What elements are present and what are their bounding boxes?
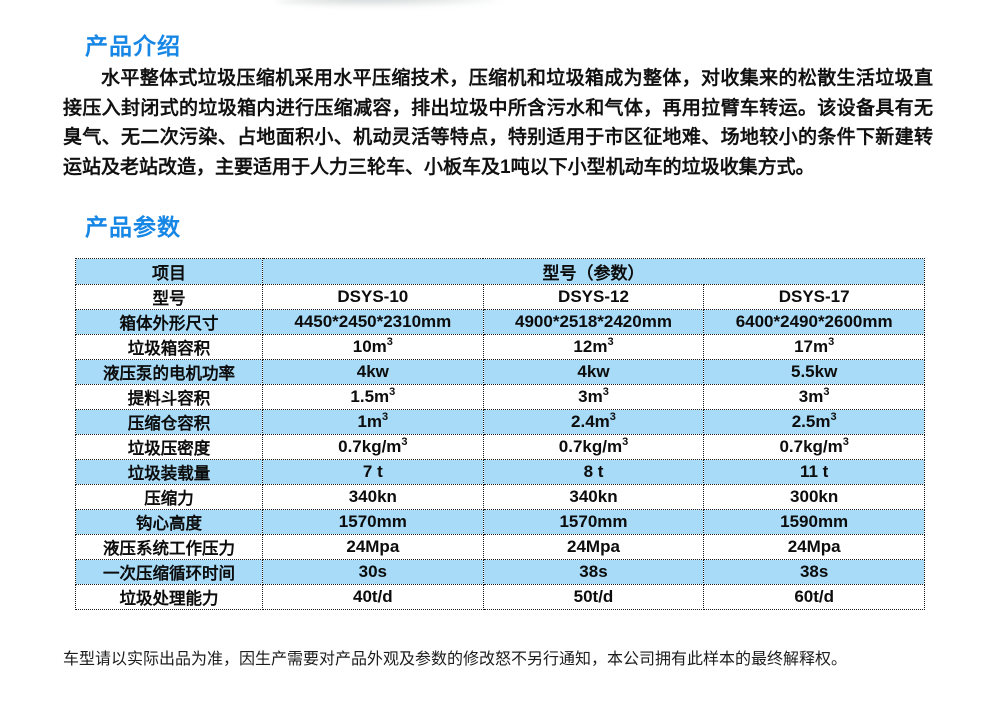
table-row: 压缩力 340kn 340kn 300kn (75, 484, 925, 510)
table-row: 液压系统工作压力 24Mpa 24Mpa 24Mpa (75, 534, 925, 560)
spec-label-cell: 一次压缩循环时间 (75, 559, 263, 585)
table-row: 垃圾处理能力 40t/d 50t/d 60t/d (75, 584, 925, 610)
spec-value-cell: 5.5kw (703, 359, 925, 385)
spec-value-cell: 1.5m3 (262, 384, 484, 410)
spec-value-cell: 1570mm (262, 509, 484, 535)
spec-value-cell: 4450*2450*2310mm (262, 309, 484, 335)
table-row: 垃圾压密度 0.7kg/m3 0.7kg/m3 0.7kg/m3 (75, 434, 925, 460)
spec-value-cell: 340kn (482, 484, 705, 510)
spec-value-cell: 0.7kg/m3 (703, 434, 925, 460)
spec-value-cell: 300kn (703, 484, 925, 510)
spec-value-cell: 340kn (262, 484, 484, 510)
spec-value-cell: 0.7kg/m3 (262, 434, 484, 460)
spec-value-cell: 38s (482, 559, 705, 585)
spec-value-cell: 11 t (703, 459, 925, 485)
spec-value-cell: 40t/d (262, 584, 484, 610)
specs-table: 项目 型号（参数） 型号 DSYS-10 DSYS-12 DSYS-17 箱体外… (75, 258, 925, 610)
table-row: 型号 DSYS-10 DSYS-12 DSYS-17 (75, 284, 925, 310)
spec-value-cell: DSYS-17 (703, 284, 925, 310)
spec-value-cell: 0.7kg/m3 (482, 434, 705, 460)
spec-value-cell: 60t/d (703, 584, 925, 610)
spec-value-cell: 24Mpa (703, 534, 925, 560)
spec-label-cell: 提料斗容积 (75, 384, 263, 410)
spec-value-cell: 1570mm (482, 509, 705, 535)
spec-value-cell: 8 t (482, 459, 705, 485)
spec-label-cell: 压缩力 (75, 484, 263, 510)
table-row: 一次压缩循环时间 30s 38s 38s (75, 559, 925, 585)
spec-label-cell: 箱体外形尺寸 (75, 309, 263, 335)
spec-label-cell: 压缩仓容积 (75, 409, 263, 435)
spec-label-cell: 液压泵的电机功率 (75, 359, 263, 385)
table-row: 垃圾箱容积 10m3 12m3 17m3 (75, 334, 925, 360)
spec-value-cell: 12m3 (482, 334, 705, 360)
spec-value-cell: 3m3 (703, 384, 925, 410)
spec-value-cell: 3m3 (482, 384, 705, 410)
spec-value-cell: 4900*2518*2420mm (482, 309, 705, 335)
spec-value-cell: 2.4m3 (482, 409, 705, 435)
spec-value-cell: 6400*2490*2600mm (703, 309, 925, 335)
spec-value-cell: 30s (262, 559, 484, 585)
spec-value-cell: 17m3 (703, 334, 925, 360)
spec-value-cell: 24Mpa (262, 534, 484, 560)
spec-value-cell: 50t/d (482, 584, 705, 610)
top-shadow-artifact (275, 0, 515, 8)
spec-value-cell: DSYS-12 (482, 284, 705, 310)
spec-label-cell: 液压系统工作压力 (75, 534, 263, 560)
params-heading: 产品参数 (85, 214, 181, 240)
table-row: 钩心高度 1570mm 1570mm 1590mm (75, 509, 925, 535)
spec-value-cell: 24Mpa (482, 534, 705, 560)
spec-label-cell: 垃圾处理能力 (75, 584, 263, 610)
spec-value-cell: DSYS-10 (262, 284, 484, 310)
spec-value-cell: 2.5m3 (703, 409, 925, 435)
table-row: 提料斗容积 1.5m3 3m3 3m3 (75, 384, 925, 410)
intro-paragraph: 水平整体式垃圾压缩机采用水平压缩技术，压缩机和垃圾箱成为整体，对收集来的松散生活… (63, 68, 933, 178)
spec-label-cell: 垃圾压密度 (75, 434, 263, 460)
spec-value-cell: 10m3 (262, 334, 484, 360)
table-row: 压缩仓容积 1m3 2.4m3 2.5m3 (75, 409, 925, 435)
spec-value-cell: 4kw (482, 359, 705, 385)
disclaimer-note: 车型请以实际出品为准，因生产需要对产品外观及参数的修改怒不另行通知，本公司拥有此… (63, 651, 848, 668)
table-header-row: 项目 型号（参数） (75, 258, 925, 285)
table-row: 垃圾装载量 7 t 8 t 11 t (75, 459, 925, 485)
header-item-cell: 项目 (75, 258, 263, 285)
spec-value-cell: 1590mm (703, 509, 925, 535)
header-models-cell: 型号（参数） (262, 258, 925, 285)
table-row: 液压泵的电机功率 4kw 4kw 5.5kw (75, 359, 925, 385)
spec-value-cell: 4kw (262, 359, 484, 385)
table-row: 箱体外形尺寸 4450*2450*2310mm 4900*2518*2420mm… (75, 309, 925, 335)
spec-label-cell: 型号 (75, 284, 263, 310)
spec-label-cell: 垃圾箱容积 (75, 334, 263, 360)
spec-label-cell: 钩心高度 (75, 509, 263, 535)
spec-label-cell: 垃圾装载量 (75, 459, 263, 485)
spec-value-cell: 7 t (262, 459, 484, 485)
spec-value-cell: 1m3 (262, 409, 484, 435)
spec-value-cell: 38s (703, 559, 925, 585)
intro-heading: 产品介绍 (85, 33, 181, 59)
